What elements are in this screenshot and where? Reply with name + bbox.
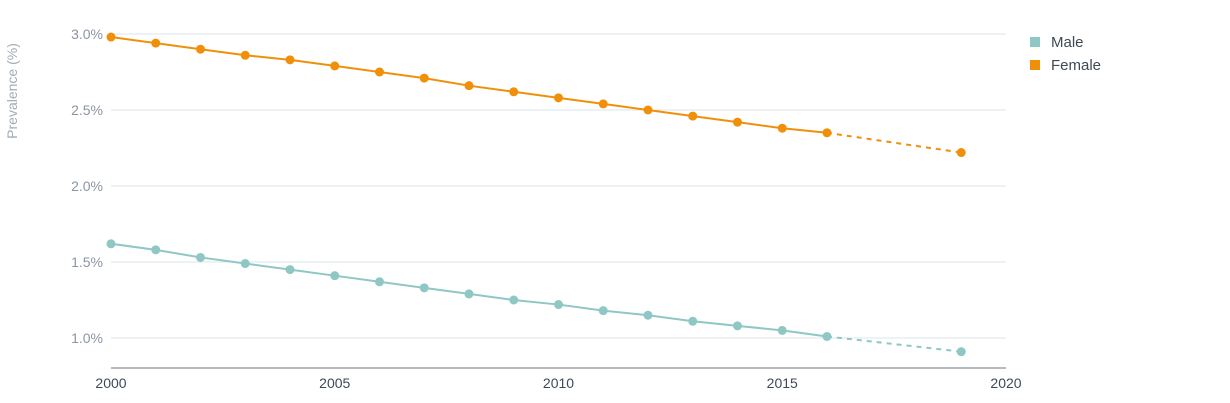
grid-lines [111, 33, 1006, 339]
data-point[interactable] [151, 38, 161, 48]
x-tick-label: 2015 [767, 375, 798, 391]
data-point[interactable] [554, 300, 563, 310]
data-point[interactable] [509, 87, 519, 97]
series-male [106, 239, 966, 357]
legend-item-female[interactable]: Female [1030, 57, 1101, 74]
data-point[interactable] [464, 289, 474, 299]
y-tick-label: 2.0% [71, 178, 103, 194]
data-point[interactable] [598, 306, 608, 316]
y-tick-label: 1.5% [71, 254, 103, 270]
data-point[interactable] [240, 259, 250, 269]
data-point[interactable] [330, 61, 340, 71]
x-tick-label: 2010 [543, 375, 574, 391]
legend-label: Female [1051, 57, 1101, 74]
data-point[interactable] [688, 316, 698, 326]
data-point[interactable] [554, 93, 563, 103]
data-point[interactable] [419, 283, 429, 293]
legend-swatch [1030, 37, 1040, 47]
y-tick-label: 3.0% [71, 26, 103, 42]
legend-label: Male [1051, 34, 1084, 51]
legend-swatch [1030, 60, 1040, 70]
data-point[interactable] [777, 123, 787, 133]
data-point[interactable] [375, 67, 384, 77]
data-point[interactable] [106, 32, 116, 42]
legend-item-male[interactable]: Male [1030, 34, 1084, 51]
data-point[interactable] [285, 55, 295, 65]
data-point[interactable] [822, 331, 832, 341]
data-point[interactable] [240, 50, 250, 60]
data-point[interactable] [598, 99, 608, 109]
x-tick-label: 2000 [95, 375, 126, 391]
data-point[interactable] [106, 239, 116, 249]
x-tick-label: 2020 [990, 375, 1021, 391]
projected-data-point[interactable] [956, 347, 966, 357]
data-point[interactable] [330, 271, 340, 281]
data-point[interactable] [196, 44, 205, 54]
data-point[interactable] [822, 128, 832, 138]
data-point[interactable] [777, 325, 787, 335]
projection-line [826, 131, 962, 154]
y-tick-label: 1.0% [71, 330, 103, 346]
data-point[interactable] [196, 252, 205, 262]
data-point[interactable] [375, 277, 384, 287]
data-point[interactable] [151, 245, 161, 255]
y-tick-label: 2.5% [71, 102, 103, 118]
data-point[interactable] [643, 310, 653, 320]
projected-data-point[interactable] [956, 148, 966, 158]
data-point[interactable] [509, 295, 519, 305]
series-layer [106, 32, 966, 357]
data-point[interactable] [733, 321, 742, 331]
data-point[interactable] [688, 111, 698, 121]
y-axis-title: Prevalence (%) [4, 43, 20, 139]
x-tick-label: 2005 [319, 375, 350, 391]
data-point[interactable] [285, 265, 295, 275]
projection-line [826, 335, 962, 353]
data-point[interactable] [464, 81, 474, 91]
data-point[interactable] [733, 117, 742, 127]
x-axis-tick-labels: 2000 2005 2010 2015 2020 [95, 375, 1021, 391]
data-point[interactable] [419, 73, 429, 83]
legend: Male Female [1030, 34, 1101, 74]
series-female [106, 32, 966, 158]
data-point[interactable] [643, 105, 653, 115]
y-axis-tick-labels: 1.0% 1.5% 2.0% 2.5% 3.0% [71, 26, 103, 346]
